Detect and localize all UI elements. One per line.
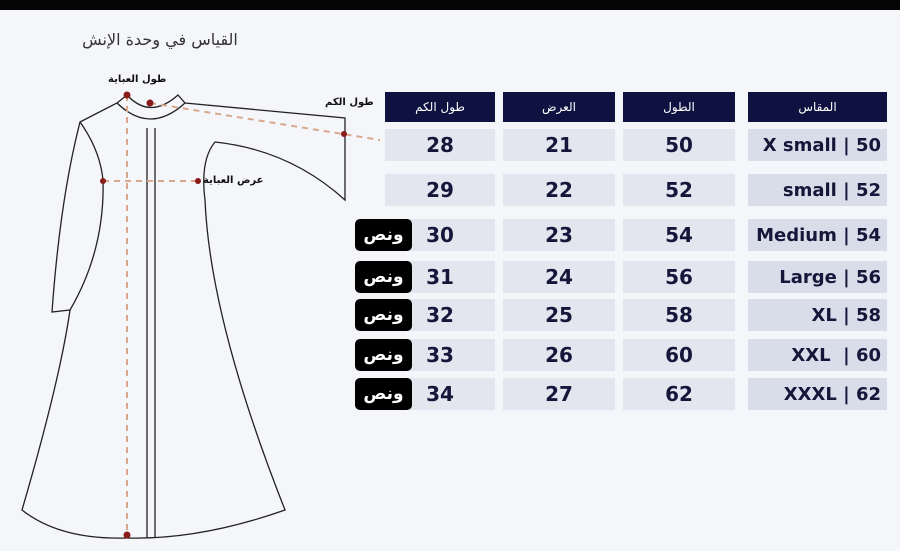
- cell-width: 21: [503, 129, 615, 161]
- cell-width: 25: [503, 299, 615, 331]
- cell-size: Medium | 54: [748, 219, 887, 251]
- cell-size: XXL | 60: [748, 339, 887, 371]
- cell-length: 50: [623, 129, 735, 161]
- header-size: المقاس: [748, 92, 887, 122]
- cell-length: 54: [623, 219, 735, 251]
- cell-length: 56: [623, 261, 735, 293]
- header-width: العرض: [503, 92, 615, 122]
- label-abaya-width: عرض العباية: [203, 175, 264, 186]
- cell-sleeve: 28: [385, 129, 495, 161]
- cell-length: 58: [623, 299, 735, 331]
- cell-width: 26: [503, 339, 615, 371]
- top-bar: [0, 0, 900, 10]
- cell-width: 22: [503, 174, 615, 206]
- header-sleeve: طول الكم: [385, 92, 495, 122]
- cell-length: 52: [623, 174, 735, 206]
- half-badge: ونص: [355, 219, 412, 251]
- cell-sleeve: 29: [385, 174, 495, 206]
- label-abaya-length: طول العباية: [108, 74, 167, 85]
- cell-width: 24: [503, 261, 615, 293]
- cell-width: 27: [503, 378, 615, 410]
- header-length: الطول: [623, 92, 735, 122]
- half-badge: ونص: [355, 261, 412, 293]
- cell-size: small | 52: [748, 174, 887, 206]
- chart-title: القياس في وحدة الإنش: [82, 30, 238, 49]
- half-badge: ونص: [355, 339, 412, 371]
- cell-size: X small | 50: [748, 129, 887, 161]
- cell-size: XXXL | 62: [748, 378, 887, 410]
- half-badge: ونص: [355, 299, 412, 331]
- cell-size: Large | 56: [748, 261, 887, 293]
- measure-markers: [100, 91, 347, 539]
- half-badge: ونص: [355, 378, 412, 410]
- abaya-diagram: [21, 91, 381, 539]
- cell-size: XL | 58: [748, 299, 887, 331]
- label-sleeve-length: طول الكم: [325, 97, 374, 108]
- cell-length: 60: [623, 339, 735, 371]
- cell-width: 23: [503, 219, 615, 251]
- cell-length: 62: [623, 378, 735, 410]
